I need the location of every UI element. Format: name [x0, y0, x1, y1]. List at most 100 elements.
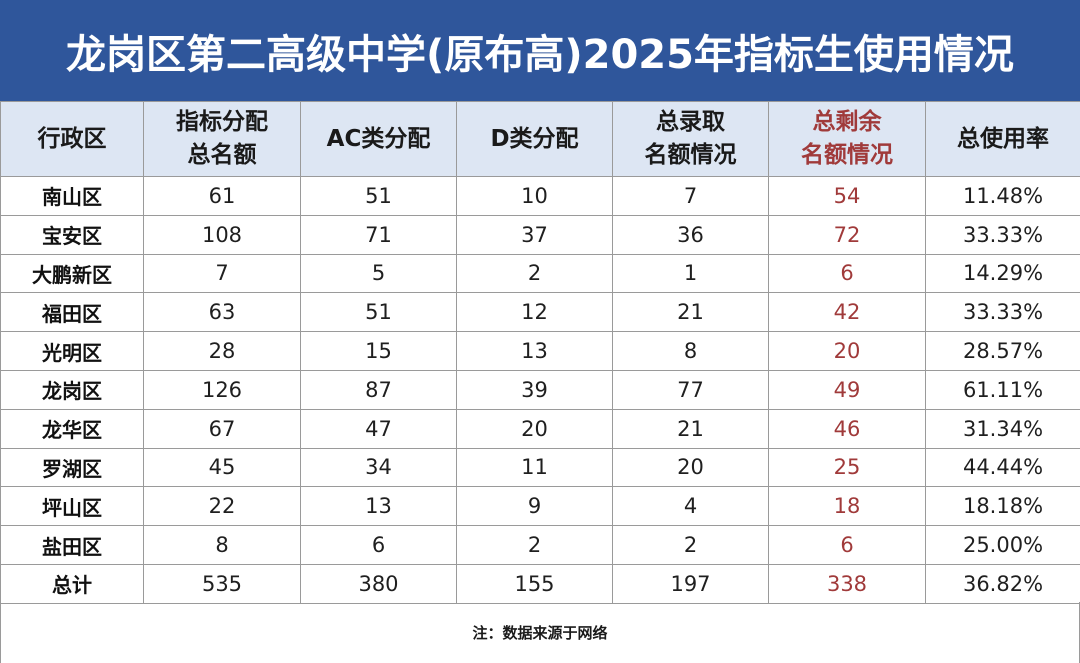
cell-total-quota: 61 [143, 176, 301, 216]
cell-admitted: 20 [612, 447, 769, 488]
cell-usage-rate: 44.44% [925, 447, 1080, 488]
cell-admitted: 4 [612, 486, 769, 527]
cell-ac-allocation: 15 [300, 331, 457, 371]
cell-ac-allocation: 13 [300, 486, 457, 527]
cell-ac-allocation: 34 [300, 447, 457, 488]
cell-admitted: 77 [612, 369, 769, 410]
cell-total-quota: 45 [143, 447, 301, 488]
cell-district: 福田区 [0, 292, 144, 333]
cell-d-allocation: 20 [456, 408, 613, 449]
cell-district: 总计 [0, 563, 144, 604]
cell-district: 龙华区 [0, 408, 144, 449]
table-row: 南山区 61 51 10 7 54 11.48% [0, 176, 1080, 216]
cell-usage-rate: 33.33% [925, 292, 1080, 333]
header-ac-allocation: AC类分配 [300, 101, 457, 177]
cell-usage-rate: 61.11% [925, 369, 1080, 410]
cell-usage-rate: 18.18% [925, 486, 1080, 527]
cell-ac-allocation: 6 [300, 525, 457, 565]
cell-d-allocation: 39 [456, 369, 613, 410]
header-admitted: 总录取 名额情况 [612, 101, 769, 177]
cell-total-quota: 8 [143, 525, 301, 565]
cell-d-allocation: 11 [456, 447, 613, 488]
source-note: 注：数据来源于网络 [0, 602, 1080, 663]
cell-district: 光明区 [0, 331, 144, 371]
cell-d-allocation: 12 [456, 292, 613, 333]
header-district: 行政区 [0, 101, 144, 177]
cell-ac-allocation: 71 [300, 214, 457, 255]
cell-remaining: 49 [768, 369, 926, 410]
cell-total-quota: 67 [143, 408, 301, 449]
cell-d-allocation: 13 [456, 331, 613, 371]
table-row: 龙华区 67 47 20 21 46 31.34% [0, 408, 1080, 449]
cell-ac-allocation: 51 [300, 176, 457, 216]
cell-total-quota: 108 [143, 214, 301, 255]
cell-district: 宝安区 [0, 214, 144, 255]
cell-ac-allocation: 5 [300, 253, 457, 294]
cell-district: 盐田区 [0, 525, 144, 565]
cell-usage-rate: 14.29% [925, 253, 1080, 294]
header-remaining: 总剩余 名额情况 [768, 101, 926, 177]
table-row: 福田区 63 51 12 21 42 33.33% [0, 292, 1080, 333]
cell-usage-rate: 31.34% [925, 408, 1080, 449]
title-bar: 龙岗区第二高级中学(原布高)2025年指标生使用情况 [0, 0, 1080, 101]
cell-total-quota: 63 [143, 292, 301, 333]
cell-remaining: 25 [768, 447, 926, 488]
table-row: 罗湖区 45 34 11 20 25 44.44% [0, 447, 1080, 488]
cell-ac-allocation: 47 [300, 408, 457, 449]
cell-admitted: 197 [612, 563, 769, 604]
cell-remaining: 6 [768, 253, 926, 294]
cell-d-allocation: 9 [456, 486, 613, 527]
cell-remaining: 42 [768, 292, 926, 333]
cell-admitted: 7 [612, 176, 769, 216]
cell-remaining: 54 [768, 176, 926, 216]
quota-table: 行政区 指标分配 总名额 AC类分配 D类分配 总录取 名额情况 总剩余 [0, 101, 1080, 604]
cell-usage-rate: 28.57% [925, 331, 1080, 371]
cell-total-quota: 7 [143, 253, 301, 294]
table-row: 总计 535 380 155 197 338 36.82% [0, 563, 1080, 604]
header-usage-rate: 总使用率 [925, 101, 1080, 177]
table-row: 光明区 28 15 13 8 20 28.57% [0, 331, 1080, 371]
cell-d-allocation: 10 [456, 176, 613, 216]
cell-admitted: 8 [612, 331, 769, 371]
table-row: 龙岗区 126 87 39 77 49 61.11% [0, 369, 1080, 410]
table-row: 宝安区 108 71 37 36 72 33.33% [0, 214, 1080, 255]
cell-district: 罗湖区 [0, 447, 144, 488]
cell-d-allocation: 155 [456, 563, 613, 604]
table-row: 坪山区 22 13 9 4 18 18.18% [0, 486, 1080, 527]
cell-district: 坪山区 [0, 486, 144, 527]
cell-total-quota: 28 [143, 331, 301, 371]
cell-remaining: 6 [768, 525, 926, 565]
cell-remaining: 46 [768, 408, 926, 449]
cell-usage-rate: 11.48% [925, 176, 1080, 216]
cell-admitted: 36 [612, 214, 769, 255]
cell-total-quota: 535 [143, 563, 301, 604]
cell-usage-rate: 33.33% [925, 214, 1080, 255]
cell-remaining: 338 [768, 563, 926, 604]
cell-total-quota: 22 [143, 486, 301, 527]
cell-admitted: 21 [612, 292, 769, 333]
cell-district: 大鹏新区 [0, 253, 144, 294]
cell-usage-rate: 36.82% [925, 563, 1080, 604]
table-header-row: 行政区 指标分配 总名额 AC类分配 D类分配 总录取 名额情况 总剩余 [0, 101, 1080, 177]
page-title: 龙岗区第二高级中学(原布高)2025年指标生使用情况 [66, 31, 1014, 78]
cell-d-allocation: 2 [456, 525, 613, 565]
cell-remaining: 72 [768, 214, 926, 255]
cell-ac-allocation: 51 [300, 292, 457, 333]
cell-admitted: 1 [612, 253, 769, 294]
cell-remaining: 20 [768, 331, 926, 371]
cell-total-quota: 126 [143, 369, 301, 410]
header-total-quota: 指标分配 总名额 [143, 101, 301, 177]
cell-d-allocation: 37 [456, 214, 613, 255]
cell-admitted: 21 [612, 408, 769, 449]
cell-district: 南山区 [0, 176, 144, 216]
table-row: 盐田区 8 6 2 2 6 25.00% [0, 525, 1080, 565]
cell-district: 龙岗区 [0, 369, 144, 410]
cell-d-allocation: 2 [456, 253, 613, 294]
cell-remaining: 18 [768, 486, 926, 527]
header-d-allocation: D类分配 [456, 101, 613, 177]
table-row: 大鹏新区 7 5 2 1 6 14.29% [0, 253, 1080, 294]
cell-ac-allocation: 380 [300, 563, 457, 604]
cell-usage-rate: 25.00% [925, 525, 1080, 565]
cell-ac-allocation: 87 [300, 369, 457, 410]
